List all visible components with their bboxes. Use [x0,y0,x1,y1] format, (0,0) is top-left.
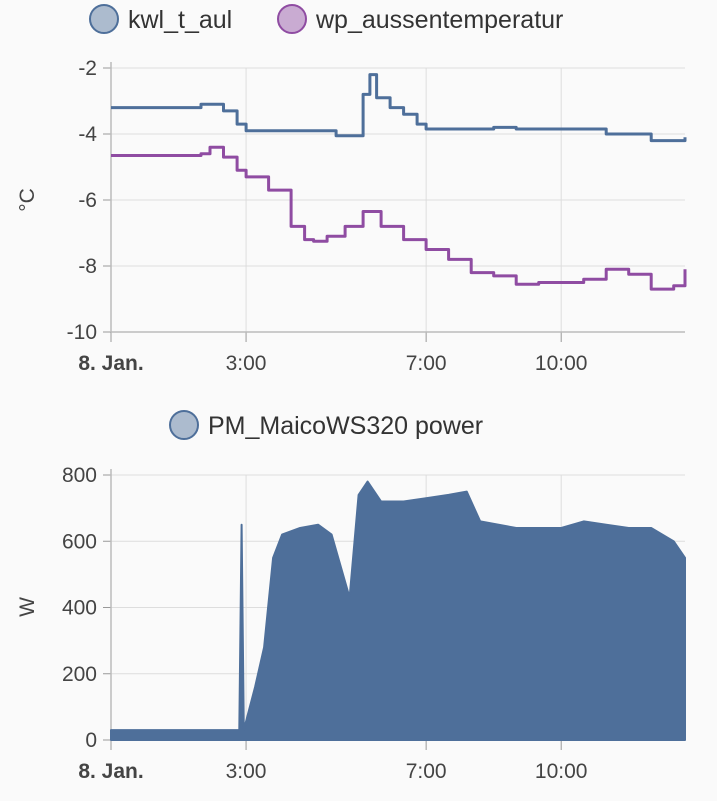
x-tick-label: 7:00 [406,760,447,783]
y-tick-label: 400 [62,597,97,620]
legend-label: PM_MaicoWS320 power [208,412,483,440]
y-tick-label: -6 [78,189,97,212]
y-tick-label: 800 [62,464,97,487]
y-tick-label: -2 [78,57,97,80]
legend-swatch [277,4,307,34]
temperature-chart: kwl_t_aul wp_aussentemperatur -2 -4 -6 -8 -10 8… [16,4,687,375]
legend-label: wp_aussentemperatur [315,6,563,34]
y-tick-label: 600 [62,530,97,553]
y-tick-label: -8 [78,255,97,278]
y-tick-label: -4 [78,123,97,146]
power-chart: PM_MaicoWS320 power 800 600 400 200 0 8. Jan. 3… [16,410,686,783]
legend-item-0: PM_MaicoWS320 power [169,410,483,440]
y-tick-label: 0 [85,729,97,752]
legend-item-0: kwl_t_aul [89,4,232,34]
x-tick-label: 3:00 [226,352,267,375]
legend-item-1: wp_aussentemperatur [277,4,563,34]
y-axis-title: W [16,597,39,617]
legend-label: kwl_t_aul [128,6,232,34]
series-line-wp_aussentemperatur [111,145,687,291]
x-tick-label: 8. Jan. [78,760,143,783]
x-tick-label: 7:00 [406,352,447,375]
x-tick-label: 10:00 [535,352,588,375]
x-tick-label: 8. Jan. [78,352,143,375]
legend-swatch [169,410,199,440]
y-tick-label: -10 [67,321,97,344]
y-axis-title: °C [16,188,39,212]
x-tick-label: 10:00 [535,760,588,783]
y-tick-label: 200 [62,663,97,686]
legend-swatch [89,4,119,34]
power-area [110,480,686,741]
x-tick-label: 3:00 [226,760,267,783]
series-line-kwl_t_aul [111,73,687,143]
